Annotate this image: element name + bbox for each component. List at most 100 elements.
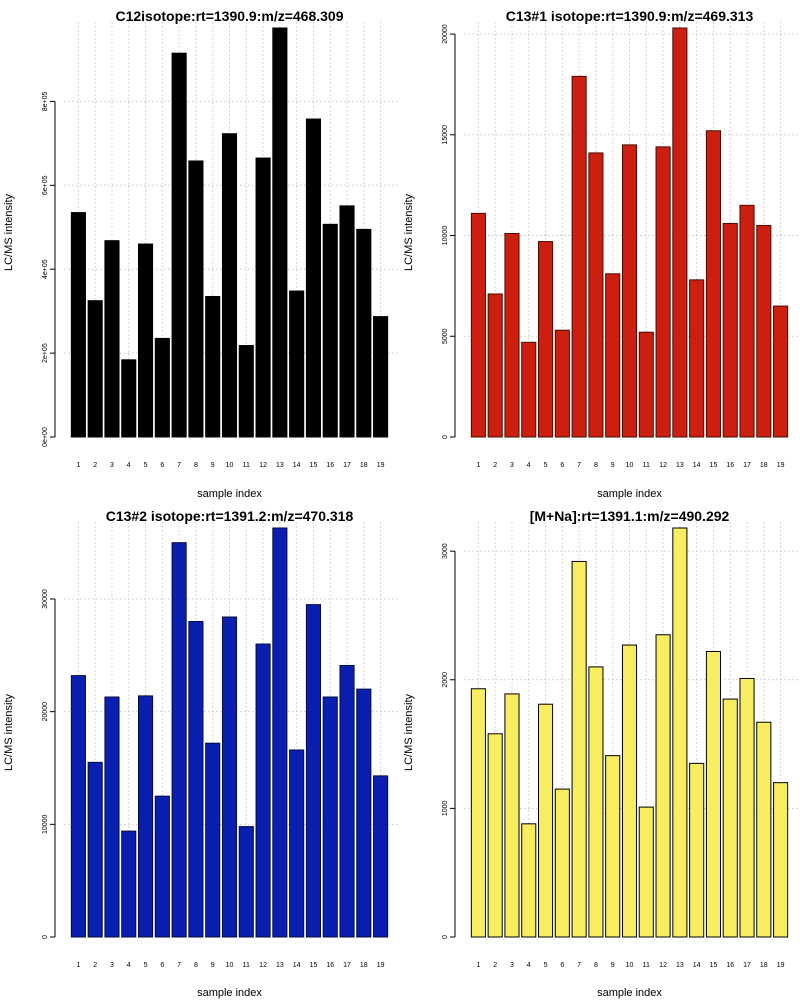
x-tick-label: 1 <box>476 462 480 469</box>
x-tick-label: 19 <box>377 462 385 469</box>
x-tick-label: 2 <box>493 962 497 969</box>
bar <box>289 290 305 438</box>
bar <box>689 762 705 938</box>
x-tick-label: 10 <box>626 462 634 469</box>
x-tick-label: 17 <box>343 462 351 469</box>
chart-title: C13#2 isotope:rt=1391.2:m/z=470.318 <box>106 508 354 524</box>
x-tick-label: 3 <box>110 462 114 469</box>
bar <box>339 205 355 438</box>
x-tick-label: 8 <box>594 462 598 469</box>
x-tick-label: 3 <box>110 962 114 969</box>
bar <box>205 742 221 938</box>
bar <box>70 212 86 438</box>
bar <box>739 677 755 938</box>
x-tick-label: 15 <box>710 462 718 469</box>
bar <box>356 228 372 438</box>
bar <box>339 664 355 938</box>
x-tick-label: 2 <box>93 462 97 469</box>
bar <box>205 295 221 438</box>
bar <box>272 527 288 938</box>
x-tick-label: 7 <box>577 462 581 469</box>
x-tick-label: 5 <box>144 962 148 969</box>
bar <box>773 305 789 438</box>
x-tick-label: 8 <box>594 962 598 969</box>
bar <box>655 634 671 938</box>
bar <box>470 212 486 438</box>
bar <box>305 118 321 438</box>
bar <box>672 527 688 938</box>
chart-title: C12isotope:rt=1390.9:m/z=468.309 <box>115 8 343 24</box>
x-tick-label: 6 <box>560 462 564 469</box>
x-tick-label: 13 <box>676 962 684 969</box>
y-tick-label: 20000 <box>442 24 449 44</box>
x-tick-label: 4 <box>127 962 131 969</box>
bar <box>87 300 103 438</box>
x-tick-label: 8 <box>194 462 198 469</box>
x-tick-label: 9 <box>211 462 215 469</box>
y-tick-label: 3000 <box>442 543 449 559</box>
bar <box>605 273 621 438</box>
bar <box>571 75 587 438</box>
bar <box>773 782 789 938</box>
x-tick-label: 16 <box>326 462 334 469</box>
x-tick-label: 12 <box>659 462 667 469</box>
bar <box>521 341 537 438</box>
x-tick-label: 18 <box>360 462 368 469</box>
x-tick-label: 15 <box>310 962 318 969</box>
bar <box>756 721 772 938</box>
y-tick-label: 1000 <box>442 800 449 816</box>
x-tick-label: 19 <box>777 962 785 969</box>
x-tick-label: 5 <box>144 462 148 469</box>
x-tick-label: 1 <box>76 462 80 469</box>
x-tick-label: 3 <box>510 462 514 469</box>
bar <box>705 130 722 438</box>
bar <box>638 806 654 938</box>
bar <box>705 650 722 938</box>
bar <box>221 133 238 438</box>
x-tick-label: 14 <box>693 962 701 969</box>
bar <box>689 279 705 438</box>
y-tick-label: 20000 <box>42 702 49 722</box>
y-tick-label: 0 <box>442 935 449 939</box>
x-tick-label: 7 <box>577 962 581 969</box>
bar <box>538 241 554 438</box>
bar <box>322 223 338 438</box>
y-axis-label: LC/MS intensity <box>403 193 415 271</box>
bar <box>756 224 772 438</box>
bar <box>138 243 154 438</box>
bar <box>470 688 486 938</box>
bar <box>171 542 187 938</box>
bar <box>588 152 604 438</box>
bar <box>188 621 204 938</box>
bar <box>655 146 671 438</box>
bar <box>722 698 738 938</box>
y-tick-label: 2000 <box>442 672 449 688</box>
x-tick-label: 2 <box>93 962 97 969</box>
x-tick-label: 17 <box>743 962 751 969</box>
bar <box>289 749 305 938</box>
y-axis-label: LC/MS intensity <box>403 693 415 771</box>
bar <box>104 240 120 438</box>
x-tick-label: 12 <box>259 962 267 969</box>
chart-title: [M+Na]:rt=1391.1:m/z=490.292 <box>530 508 730 524</box>
x-tick-label: 9 <box>211 962 215 969</box>
x-tick-label: 14 <box>293 962 301 969</box>
x-axis-label: sample index <box>197 488 262 500</box>
bar <box>121 359 137 438</box>
x-tick-label: 8 <box>194 962 198 969</box>
x-tick-label: 3 <box>510 962 514 969</box>
y-tick-label: 10000 <box>442 226 449 246</box>
bar <box>104 696 120 938</box>
y-axis-label: LC/MS intensity <box>3 693 15 771</box>
x-tick-label: 4 <box>527 462 531 469</box>
x-tick-label: 13 <box>676 462 684 469</box>
x-tick-label: 11 <box>243 962 250 969</box>
x-tick-label: 11 <box>643 962 650 969</box>
x-tick-label: 14 <box>293 462 301 469</box>
x-tick-label: 2 <box>493 462 497 469</box>
bar <box>621 144 638 438</box>
